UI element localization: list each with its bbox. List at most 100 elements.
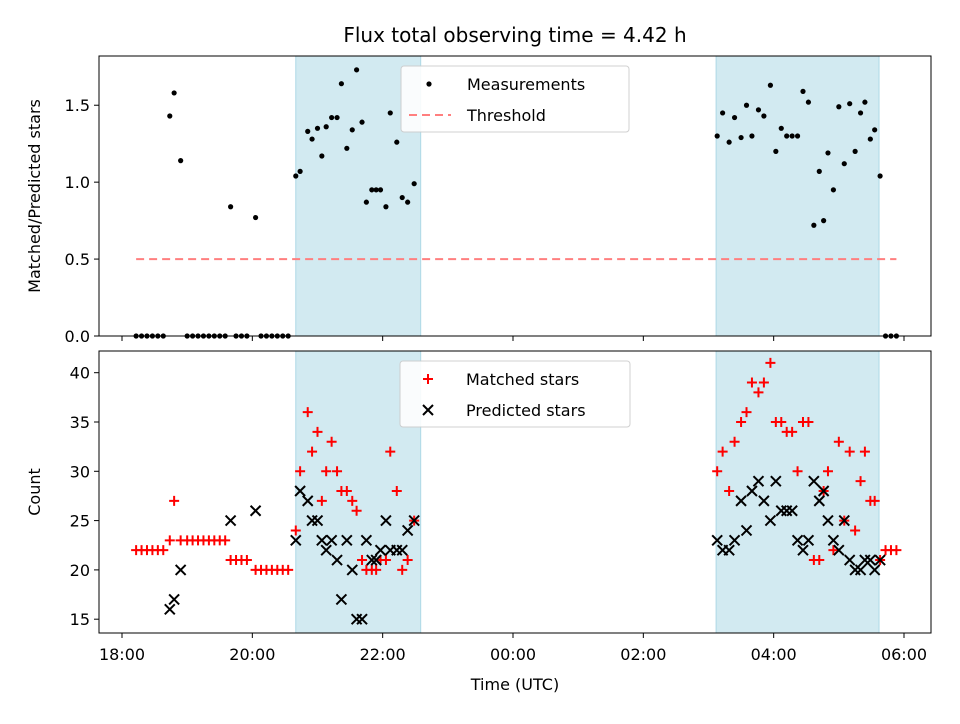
data-point bbox=[729, 436, 740, 447]
data-point bbox=[314, 125, 321, 131]
data-point bbox=[316, 534, 328, 547]
data-point bbox=[828, 545, 839, 556]
y-axis-label: Count bbox=[25, 468, 44, 516]
x-tick-label: 20:00 bbox=[229, 645, 275, 664]
data-point bbox=[326, 436, 337, 447]
axes-frame bbox=[98, 350, 932, 634]
data-point bbox=[787, 426, 798, 437]
data-point bbox=[351, 505, 362, 516]
data-point bbox=[836, 104, 842, 110]
data-point bbox=[370, 554, 382, 566]
data-point bbox=[405, 199, 411, 205]
data-point bbox=[349, 127, 355, 133]
data-point bbox=[850, 525, 861, 536]
data-point bbox=[411, 181, 417, 187]
y-tick-label: 35 bbox=[70, 413, 90, 432]
data-point bbox=[714, 133, 720, 139]
data-point bbox=[803, 416, 814, 427]
data-point bbox=[302, 495, 314, 507]
data-point bbox=[319, 153, 325, 159]
data-point bbox=[377, 187, 384, 193]
data-point bbox=[302, 407, 313, 418]
data-point bbox=[359, 119, 365, 125]
data-point bbox=[830, 187, 837, 193]
y-tick-label: 25 bbox=[70, 512, 90, 531]
x-tick-label: 04:00 bbox=[751, 645, 797, 664]
data-point bbox=[814, 555, 825, 566]
data-point bbox=[369, 187, 375, 193]
data-point bbox=[746, 377, 757, 388]
ratio-panel: 0.0 0.5 1.0 1.5 Matched/Predicted stars Measu… bbox=[25, 55, 932, 346]
y-tick-label: 20 bbox=[70, 561, 90, 580]
data-point bbox=[758, 495, 770, 507]
data-point bbox=[394, 139, 400, 145]
data-point bbox=[800, 88, 806, 94]
data-point bbox=[387, 110, 393, 116]
data-point bbox=[391, 486, 402, 497]
data-point bbox=[224, 514, 237, 527]
data-point bbox=[338, 81, 344, 87]
data-point bbox=[764, 514, 777, 527]
y-tick-label: 1.5 bbox=[65, 96, 90, 115]
data-point bbox=[293, 173, 299, 179]
data-point bbox=[241, 555, 252, 566]
data-point bbox=[347, 495, 358, 506]
data-point bbox=[220, 535, 231, 546]
legend-box bbox=[399, 360, 631, 428]
x-axis-label: Time (UTC) bbox=[470, 675, 559, 694]
data-point bbox=[808, 475, 820, 487]
data-point bbox=[167, 113, 173, 119]
data-point bbox=[309, 136, 315, 142]
data-point bbox=[811, 222, 817, 228]
data-point bbox=[228, 204, 234, 210]
data-point bbox=[854, 564, 867, 576]
data-point bbox=[334, 114, 340, 121]
data-point bbox=[874, 554, 886, 566]
data-point bbox=[335, 593, 348, 606]
data-point bbox=[341, 534, 353, 547]
data-point bbox=[778, 125, 784, 131]
shaded-interval bbox=[715, 350, 880, 634]
data-point bbox=[758, 377, 769, 388]
data-point bbox=[174, 564, 187, 576]
data-point bbox=[711, 534, 723, 547]
x-tick-label: 06:00 bbox=[881, 645, 927, 664]
data-point bbox=[402, 555, 413, 566]
data-point bbox=[396, 544, 408, 556]
data-point bbox=[397, 564, 408, 575]
data-point bbox=[356, 613, 368, 625]
data-point bbox=[363, 199, 369, 205]
data-point bbox=[776, 416, 787, 427]
data-point bbox=[332, 466, 343, 477]
data-point bbox=[740, 524, 753, 537]
data-point bbox=[169, 495, 180, 506]
data-point bbox=[294, 485, 306, 497]
y-tick-label: 0.0 bbox=[65, 327, 90, 346]
x-tick-label: 22:00 bbox=[360, 645, 406, 664]
count-panel: 15 20 25 30 35 40 Count 18:00 20:00 22:00 00:00 02:… bbox=[25, 350, 932, 664]
data-point bbox=[786, 505, 798, 517]
y-tick-label: 0.5 bbox=[65, 250, 90, 269]
data-point bbox=[297, 168, 303, 174]
data-point bbox=[838, 514, 850, 527]
data-point bbox=[843, 554, 856, 566]
data-point bbox=[867, 136, 873, 142]
data-point bbox=[833, 544, 845, 556]
data-point bbox=[331, 554, 343, 566]
y-tick-label: 15 bbox=[70, 610, 90, 629]
axes-frame bbox=[98, 55, 932, 337]
data-point bbox=[862, 99, 868, 105]
data-point bbox=[743, 102, 750, 108]
data-point bbox=[723, 544, 735, 556]
data-point bbox=[401, 524, 414, 537]
data-point bbox=[724, 486, 735, 497]
data-point bbox=[746, 485, 758, 497]
data-point bbox=[813, 495, 825, 507]
data-point bbox=[249, 505, 262, 517]
data-point bbox=[761, 113, 767, 119]
legend-marker bbox=[422, 404, 434, 416]
legend-box bbox=[400, 65, 630, 133]
data-point bbox=[360, 534, 373, 547]
data-point bbox=[741, 407, 752, 418]
data-point bbox=[792, 466, 803, 477]
